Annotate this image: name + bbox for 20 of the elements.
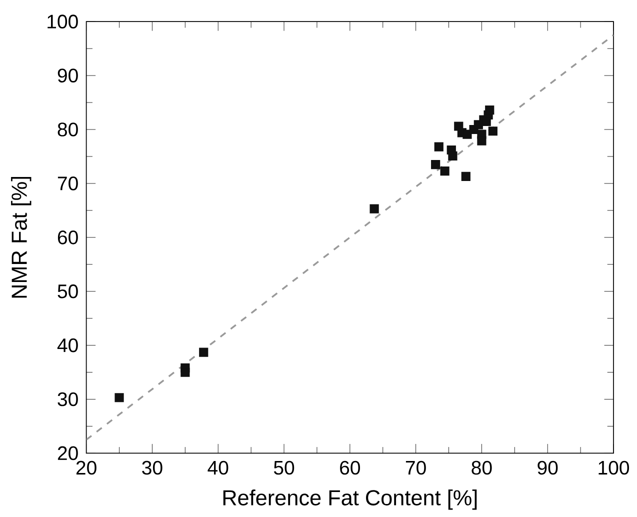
y-axis-title: NMR Fat [%] — [11, 176, 32, 298]
y-tick-label: 60 — [58, 230, 78, 244]
x-tick-label: 20 — [76, 460, 96, 475]
y-tick-label: 40 — [57, 338, 78, 352]
x-tick-label: 60 — [340, 460, 360, 475]
x-axis-title: Reference Fat Content [%] — [223, 490, 477, 510]
y-tick-label: 80 — [58, 122, 78, 136]
y-tick-label: 30 — [58, 392, 78, 406]
x-tick-label: 70 — [406, 460, 426, 475]
x-tick-label: 50 — [274, 460, 294, 475]
x-tick-label: 80 — [472, 460, 492, 475]
x-tick-label: 30 — [142, 460, 162, 475]
y-tick-label: 50 — [58, 284, 78, 298]
y-tick-label: 100 — [48, 14, 78, 29]
x-tick-label: 40 — [208, 460, 228, 475]
y-tick-label: 70 — [58, 176, 78, 190]
x-tick-label: 90 — [538, 460, 558, 475]
x-tick-label: 100 — [598, 460, 630, 475]
y-tick-label: 20 — [58, 446, 78, 460]
y-tick-label: 90 — [58, 68, 78, 82]
